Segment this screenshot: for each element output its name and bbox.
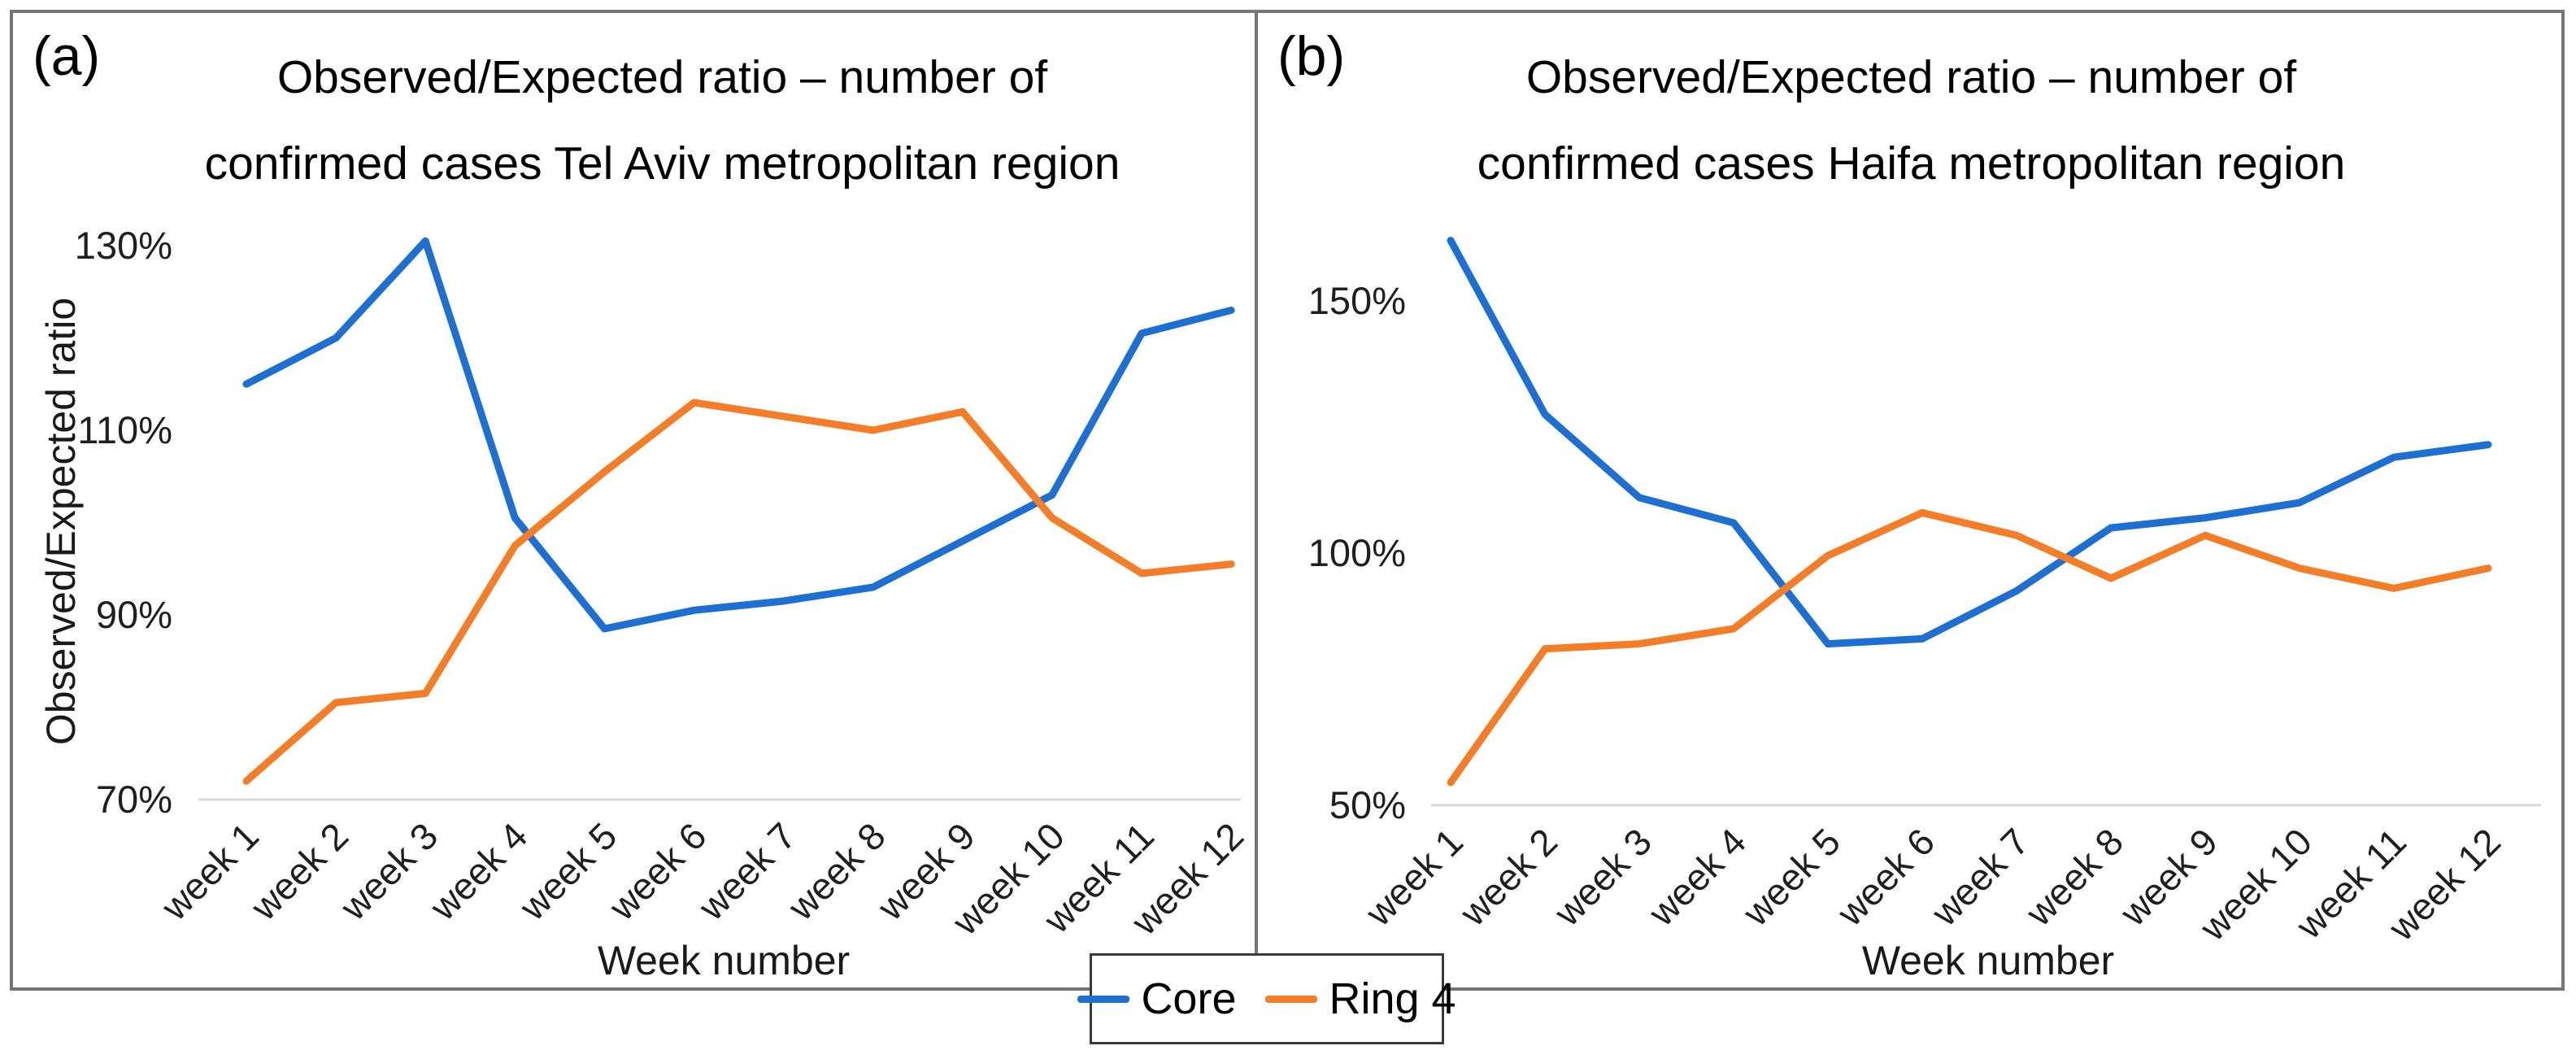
x-tick-label: week 8 xyxy=(2017,820,2132,935)
x-tick-label: week 3 xyxy=(1546,820,1660,935)
panel-a-x-axis-title: Week number xyxy=(597,938,851,983)
x-tick-label: week 4 xyxy=(421,814,536,929)
x-tick-label: week 6 xyxy=(600,814,715,929)
figure-border xyxy=(10,10,2565,991)
panel-divider xyxy=(1255,11,1258,989)
x-tick-label: week 6 xyxy=(1829,820,1943,935)
panel-a-title-line2: confirmed cases Tel Aviv metropolitan re… xyxy=(204,137,1120,190)
legend-core-line-icon xyxy=(1077,995,1130,1003)
x-tick-label: week 8 xyxy=(779,814,894,929)
y-tick-label: 130% xyxy=(75,224,172,267)
y-tick-label: 50% xyxy=(1329,783,1406,826)
series-line-ring4 xyxy=(1447,508,2492,787)
x-tick-label: week 4 xyxy=(1640,820,1755,935)
panel-a-title-line1: Observed/Expected ratio – number of xyxy=(276,51,1048,103)
legend-item-core: Core xyxy=(1077,974,1236,1024)
panel-b-x-axis-title: Week number xyxy=(1861,938,2115,983)
x-tick-label: week 5 xyxy=(511,814,625,929)
panel-a: (a) Observed/Expected ratio – number of … xyxy=(13,13,1255,987)
y-tick-label: 90% xyxy=(96,593,172,636)
panel-b-title: Observed/Expected ratio – number of conf… xyxy=(1258,34,2565,207)
x-tick-label: week 3 xyxy=(332,814,446,929)
panel-b: (b) Observed/Expected ratio – number of … xyxy=(1258,13,2565,987)
panel-b-title-line1: Observed/Expected ratio – number of xyxy=(1525,51,2297,103)
legend-item-ring4: Ring 4 xyxy=(1265,974,1456,1024)
y-tick-label: 150% xyxy=(1308,279,1406,322)
panel-b-label: (b) xyxy=(1277,25,1346,87)
x-tick-label: week 2 xyxy=(242,814,357,929)
x-tick-label: week 1 xyxy=(153,814,268,929)
x-tick-label: week 2 xyxy=(1451,820,1566,935)
series-line-ring4 xyxy=(242,399,1235,785)
x-tick-label: week 5 xyxy=(1734,820,1849,935)
legend: Core Ring 4 xyxy=(1077,953,1456,1044)
legend-ring4-line-icon xyxy=(1265,995,1318,1003)
x-tick-label: week 7 xyxy=(690,814,804,929)
x-tick-label: week 1 xyxy=(1357,820,1472,935)
panel-a-label: (a) xyxy=(33,25,101,87)
series-line-core xyxy=(1447,237,2492,648)
panel-b-title-line2: confirmed cases Haifa metropolitan regio… xyxy=(1477,137,2346,190)
legend-ring4-label: Ring 4 xyxy=(1329,974,1456,1023)
y-tick-label: 110% xyxy=(77,408,172,451)
panel-a-title: Observed/Expected ratio – number of conf… xyxy=(13,34,1255,207)
series-line-core xyxy=(242,237,1235,633)
x-tick-label: week 7 xyxy=(1923,820,2038,935)
legend-core-label: Core xyxy=(1141,974,1237,1023)
y-tick-label: 100% xyxy=(1308,531,1406,574)
y-tick-label: 70% xyxy=(96,778,172,821)
